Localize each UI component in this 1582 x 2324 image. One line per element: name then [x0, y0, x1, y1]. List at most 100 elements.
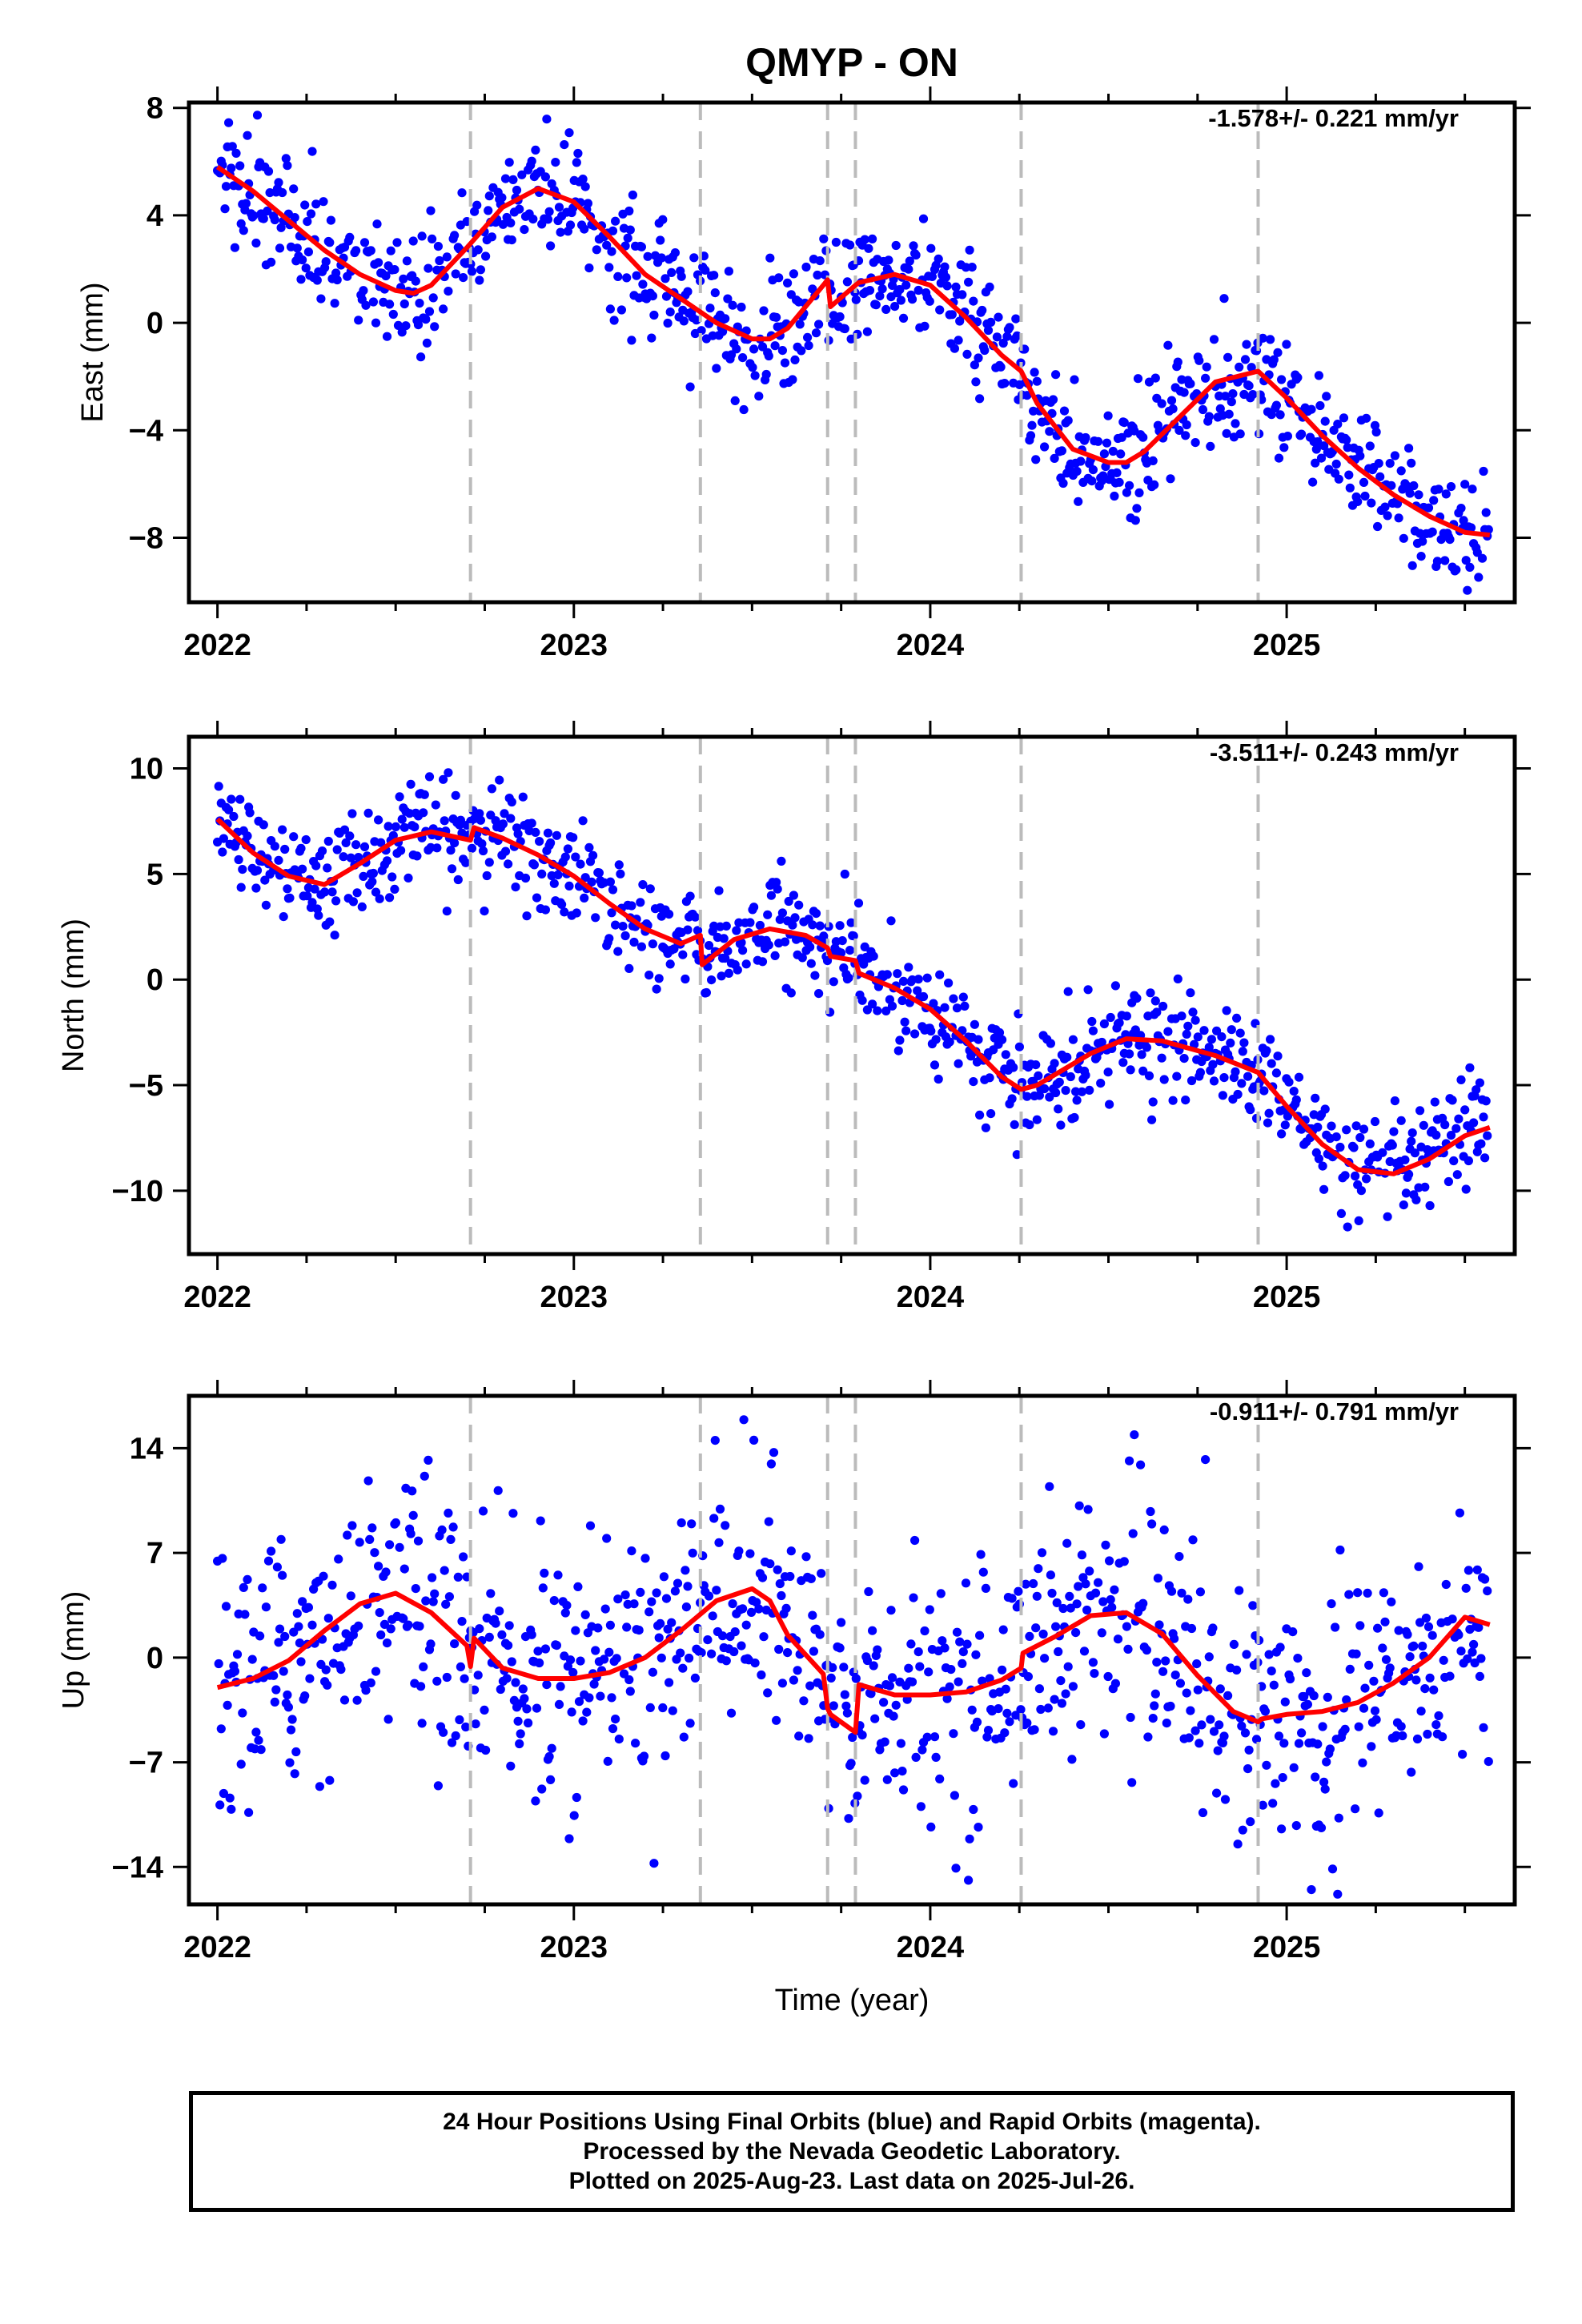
east-data-point	[754, 392, 764, 401]
up-data-point	[829, 1701, 838, 1711]
up-data-point	[805, 1681, 815, 1691]
up-data-point	[942, 1694, 952, 1703]
up-data-point	[413, 1536, 424, 1546]
east-data-point	[230, 243, 239, 252]
up-data-point	[227, 1804, 236, 1814]
east-data-point	[705, 304, 715, 313]
east-data-point	[1383, 511, 1392, 521]
east-data-point	[435, 255, 444, 266]
east-data-point	[580, 182, 590, 191]
north-data-point	[786, 988, 796, 998]
north-data-point	[419, 808, 428, 818]
east-y-axis-label: East (mm)	[76, 282, 110, 422]
up-data-point	[880, 1737, 889, 1747]
east-data-point	[354, 316, 363, 325]
east-data-point	[896, 296, 905, 305]
east-data-point	[770, 341, 780, 351]
east-data-point	[1011, 314, 1021, 324]
east-data-point	[1405, 489, 1415, 498]
north-data-point	[837, 948, 846, 958]
east-data-point	[1308, 477, 1318, 487]
up-data-point	[580, 1610, 590, 1619]
up-data-point	[553, 1570, 563, 1580]
up-data-point	[1313, 1739, 1323, 1749]
north-data-point	[1235, 1028, 1245, 1038]
east-data-point	[472, 200, 482, 210]
east-data-point	[290, 213, 299, 223]
north-data-point	[604, 934, 614, 943]
north-data-point	[1233, 1089, 1243, 1100]
up-data-point	[1001, 1684, 1010, 1694]
up-data-point	[321, 1665, 331, 1675]
up-data-point	[444, 1508, 453, 1518]
up-data-point	[1208, 1623, 1218, 1633]
east-data-point	[636, 242, 647, 251]
up-data-point	[1000, 1728, 1010, 1738]
up-data-point	[1373, 1623, 1383, 1633]
up-data-point	[935, 1774, 945, 1783]
east-data-point	[1026, 431, 1036, 440]
up-data-point	[749, 1435, 759, 1445]
north-data-point	[1114, 1018, 1124, 1027]
north-data-point	[587, 877, 596, 887]
up-data-point	[1174, 1552, 1184, 1562]
east-data-point	[1112, 468, 1122, 478]
up-data-point	[1340, 1724, 1350, 1734]
north-data-point	[440, 816, 449, 826]
north-data-point	[1045, 1092, 1054, 1102]
north-data-point	[1150, 996, 1160, 1006]
east-y-tick-label: −4	[129, 414, 163, 448]
north-data-point	[1400, 1155, 1410, 1164]
north-data-point	[537, 869, 547, 879]
north-data-point	[1173, 974, 1182, 983]
up-data-point	[1429, 1685, 1439, 1695]
east-data-point	[1032, 376, 1042, 386]
up-data-point	[382, 1638, 392, 1648]
north-data-point	[298, 864, 307, 874]
up-data-point	[627, 1546, 636, 1556]
east-data-point	[1195, 356, 1204, 365]
east-data-point	[1247, 363, 1256, 372]
east-data-point	[311, 199, 321, 209]
up-data-point	[1106, 1594, 1115, 1605]
up-data-point	[263, 1556, 274, 1566]
north-data-point	[1355, 1132, 1365, 1143]
up-data-point	[509, 1695, 520, 1705]
up-data-point	[440, 1566, 449, 1575]
up-data-point	[375, 1608, 384, 1618]
east-data-point	[761, 369, 771, 380]
up-data-point	[1068, 1682, 1078, 1691]
up-data-point	[1355, 1621, 1365, 1630]
north-data-point	[1226, 1038, 1235, 1047]
up-data-point	[430, 1589, 440, 1598]
east-data-point	[602, 240, 612, 250]
east-data-point	[1416, 552, 1426, 561]
up-data-point	[1072, 1599, 1082, 1609]
up-data-point	[962, 1639, 972, 1649]
east-data-point	[1240, 355, 1251, 364]
east-data-point	[1460, 480, 1470, 489]
up-data-point	[1387, 1597, 1396, 1606]
up-data-point	[754, 1604, 764, 1614]
up-data-point	[493, 1486, 503, 1495]
up-data-point	[961, 1578, 971, 1588]
up-x-tick-label: 2023	[540, 1931, 608, 1964]
east-data-point	[1314, 371, 1323, 380]
east-data-point	[1103, 411, 1113, 420]
up-data-point	[1333, 1889, 1343, 1899]
east-data-point	[417, 231, 427, 241]
north-data-point	[1186, 1076, 1197, 1086]
north-data-point	[447, 864, 457, 874]
north-data-point	[1342, 1125, 1351, 1135]
up-data-point	[1195, 1739, 1204, 1748]
north-data-point	[985, 1073, 994, 1083]
up-data-point	[1201, 1455, 1211, 1465]
east-data-point	[1130, 516, 1140, 525]
up-data-point	[1371, 1715, 1381, 1724]
up-y-axis-label: Up (mm)	[57, 1591, 90, 1710]
up-data-point	[243, 1574, 252, 1584]
east-data-point	[1148, 456, 1158, 466]
north-rate-annotation: -3.511+/- 0.243 mm/yr	[1210, 738, 1459, 766]
east-data-point	[554, 203, 564, 212]
east-data-point	[811, 328, 821, 338]
